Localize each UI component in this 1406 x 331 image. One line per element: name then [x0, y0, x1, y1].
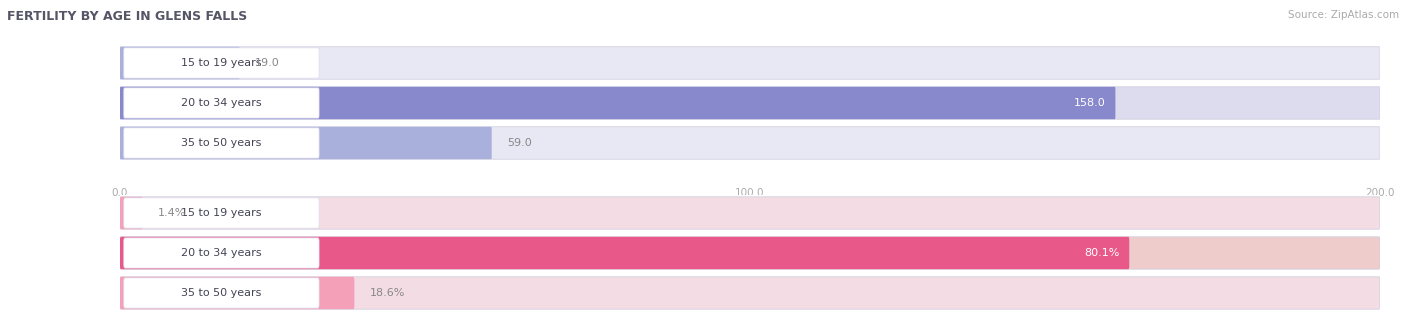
Text: 20 to 34 years: 20 to 34 years: [181, 98, 262, 108]
Text: 15 to 19 years: 15 to 19 years: [181, 58, 262, 68]
Text: 18.6%: 18.6%: [370, 288, 405, 298]
FancyBboxPatch shape: [120, 197, 1381, 229]
Text: 1.4%: 1.4%: [157, 208, 186, 218]
Text: 35 to 50 years: 35 to 50 years: [181, 288, 262, 298]
FancyBboxPatch shape: [124, 238, 319, 268]
Text: 15 to 19 years: 15 to 19 years: [181, 208, 262, 218]
FancyBboxPatch shape: [120, 87, 1381, 119]
FancyBboxPatch shape: [124, 88, 319, 118]
FancyBboxPatch shape: [120, 87, 1115, 119]
FancyBboxPatch shape: [120, 237, 1129, 269]
Text: 80.1%: 80.1%: [1084, 248, 1119, 258]
FancyBboxPatch shape: [120, 197, 142, 229]
FancyBboxPatch shape: [120, 237, 1381, 269]
Text: 35 to 50 years: 35 to 50 years: [181, 138, 262, 148]
FancyBboxPatch shape: [120, 47, 239, 79]
FancyBboxPatch shape: [120, 277, 354, 309]
FancyBboxPatch shape: [124, 128, 319, 158]
Text: 19.0: 19.0: [254, 58, 280, 68]
Text: FERTILITY BY AGE IN GLENS FALLS: FERTILITY BY AGE IN GLENS FALLS: [7, 10, 247, 23]
Text: 20 to 34 years: 20 to 34 years: [181, 248, 262, 258]
Text: Source: ZipAtlas.com: Source: ZipAtlas.com: [1288, 10, 1399, 20]
FancyBboxPatch shape: [120, 127, 1381, 159]
FancyBboxPatch shape: [124, 48, 319, 78]
FancyBboxPatch shape: [120, 127, 492, 159]
FancyBboxPatch shape: [124, 278, 319, 308]
Text: 59.0: 59.0: [506, 138, 531, 148]
FancyBboxPatch shape: [120, 47, 1381, 79]
FancyBboxPatch shape: [124, 198, 319, 228]
Text: 158.0: 158.0: [1074, 98, 1105, 108]
FancyBboxPatch shape: [120, 277, 1381, 309]
